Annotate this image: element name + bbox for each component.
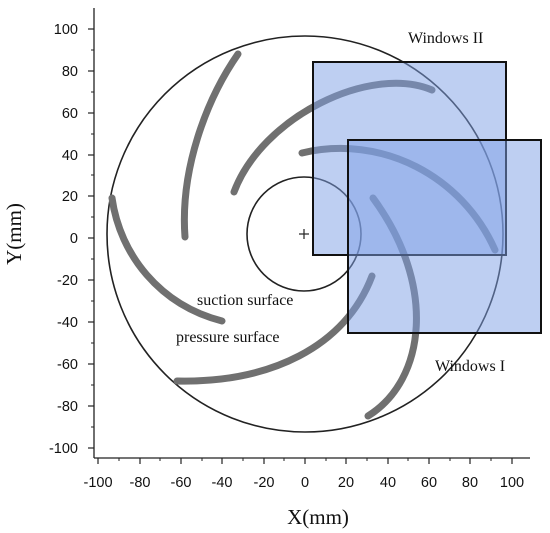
y-tick-label: 80 <box>62 64 78 80</box>
y-tick-label: -100 <box>49 441 78 457</box>
y-axis-title: Y(mm) <box>2 203 26 265</box>
window-i-label: Windows I <box>435 358 505 375</box>
y-tick-label: -40 <box>57 315 78 331</box>
x-tick-label: -80 <box>130 475 151 491</box>
x-tick-label: 80 <box>462 475 478 491</box>
y-tick-label: -60 <box>57 357 78 373</box>
center-mark <box>299 229 309 239</box>
x-major-ticks <box>97 458 513 464</box>
y-minor-ticks <box>91 49 94 428</box>
y-tick-label: 40 <box>62 148 78 164</box>
x-axis-title: X(mm) <box>287 505 349 529</box>
suction-surface-label: suction surface <box>197 292 293 309</box>
y-tick-label: 60 <box>62 106 78 122</box>
window-i-rect <box>347 139 542 334</box>
y-major-ticks <box>88 28 94 449</box>
x-tick-label: 0 <box>301 475 309 491</box>
x-tick-label: 60 <box>421 475 437 491</box>
x-tick-label: -20 <box>254 475 275 491</box>
y-tick-label: 20 <box>62 189 78 205</box>
x-tick-label: -40 <box>212 475 233 491</box>
y-tick-label: -20 <box>57 273 78 289</box>
pressure-surface-label: pressure surface <box>176 329 280 346</box>
x-tick-label: 40 <box>380 475 396 491</box>
y-tick-label: 100 <box>54 22 78 38</box>
x-tick-label: 100 <box>500 475 524 491</box>
y-tick-label: -80 <box>57 399 78 415</box>
blade-upper-left <box>180 50 242 241</box>
window-ii-label: Windows II <box>408 30 483 47</box>
x-tick-label: 20 <box>338 475 354 491</box>
x-minor-ticks <box>118 458 492 461</box>
x-tick-label: -60 <box>171 475 192 491</box>
x-tick-label: -100 <box>83 475 112 491</box>
blade-left <box>108 194 226 325</box>
y-tick-label: 0 <box>70 231 78 247</box>
